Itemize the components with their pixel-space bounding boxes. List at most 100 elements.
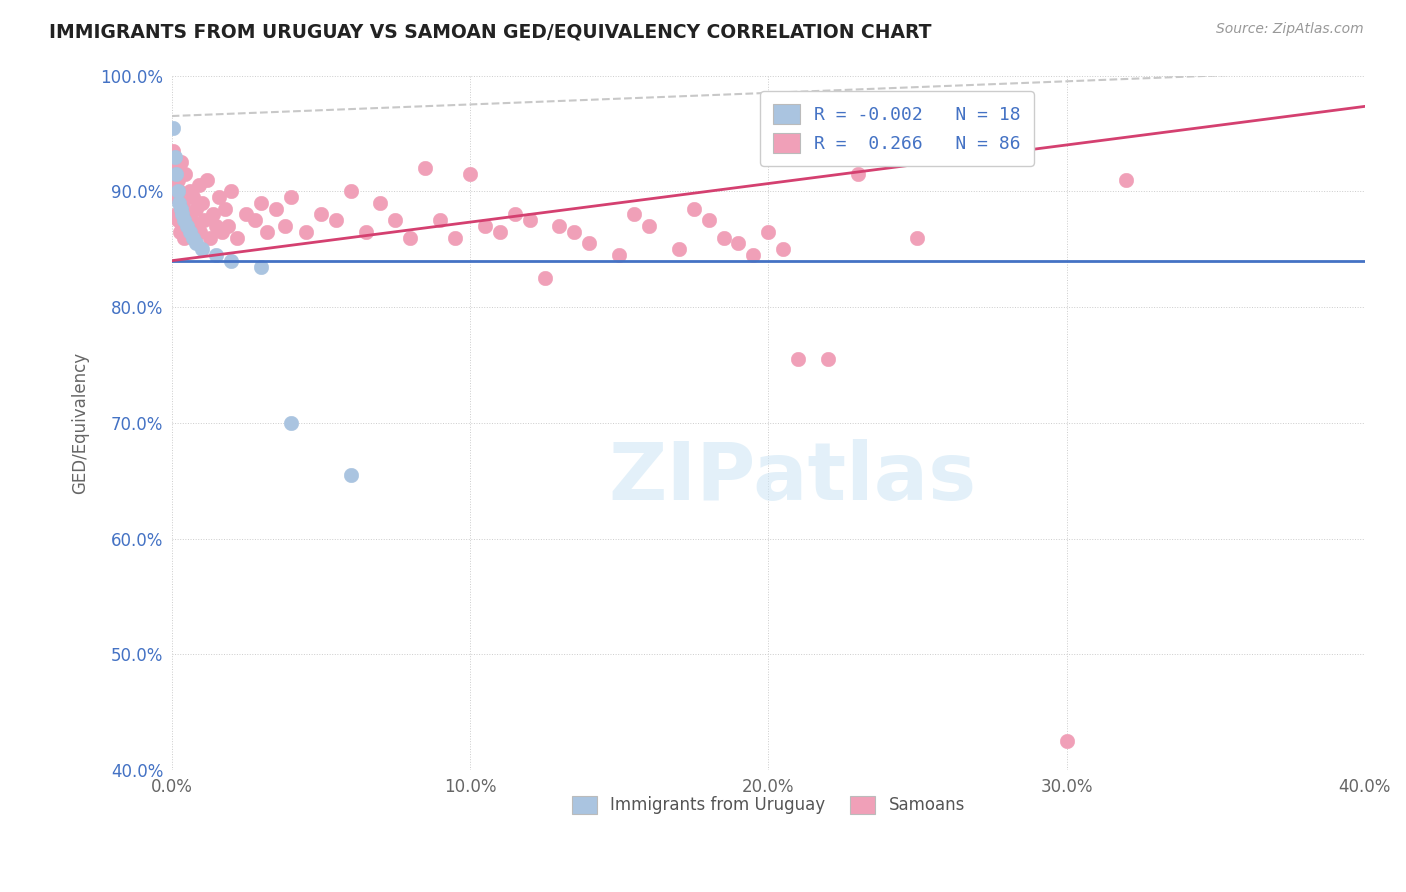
Point [429, 213, 451, 227]
Point [309, 207, 332, 221]
Point [163, 149, 186, 163]
Point [183, 230, 205, 244]
Point [170, 202, 193, 216]
Point [162, 120, 184, 135]
Point [163, 167, 186, 181]
Point [172, 195, 194, 210]
Point [226, 230, 249, 244]
Point [165, 190, 187, 204]
Point [202, 207, 225, 221]
Point [488, 225, 510, 239]
Point [200, 230, 222, 244]
Point [221, 184, 243, 198]
Point [638, 219, 661, 233]
Point [179, 225, 201, 239]
Point [211, 225, 233, 239]
Point [166, 172, 188, 186]
Point [274, 219, 297, 233]
Point [682, 202, 704, 216]
Point [179, 184, 201, 198]
Point [172, 207, 194, 221]
Point [165, 167, 187, 181]
Point [173, 230, 195, 244]
Point [176, 207, 198, 221]
Point [474, 219, 496, 233]
Text: ZIPatlas: ZIPatlas [607, 440, 976, 517]
Point [413, 161, 436, 175]
Text: IMMIGRANTS FROM URUGUAY VS SAMOAN GED/EQUIVALENCY CORRELATION CHART: IMMIGRANTS FROM URUGUAY VS SAMOAN GED/EQ… [49, 22, 932, 41]
Point [339, 184, 361, 198]
Point [167, 195, 190, 210]
Point [245, 213, 267, 227]
Point [280, 416, 302, 430]
Point [184, 202, 207, 216]
Point [280, 190, 302, 204]
Point [668, 242, 690, 256]
Point [177, 225, 200, 239]
Point [174, 167, 197, 181]
Point [190, 242, 212, 256]
Point [697, 213, 720, 227]
Point [370, 195, 392, 210]
Point [756, 225, 779, 239]
Point [458, 167, 481, 181]
Point [772, 242, 794, 256]
Point [623, 207, 645, 221]
Point [214, 202, 236, 216]
Point [217, 219, 239, 233]
Point [384, 213, 406, 227]
Point [264, 202, 287, 216]
Point [162, 144, 184, 158]
Legend: Immigrants from Uruguay, Samoans: Immigrants from Uruguay, Samoans [561, 786, 974, 824]
Point [172, 219, 194, 233]
Point [184, 236, 207, 251]
Point [533, 271, 555, 285]
Point [235, 207, 257, 221]
Point [166, 207, 188, 221]
Point [169, 225, 191, 239]
Point [180, 213, 202, 227]
Point [256, 225, 278, 239]
Point [167, 184, 190, 198]
Point [817, 352, 839, 367]
Point [354, 225, 377, 239]
Point [339, 467, 361, 482]
Point [727, 236, 749, 251]
Point [165, 161, 187, 175]
Point [503, 207, 526, 221]
Y-axis label: GED/Equivalency: GED/Equivalency [72, 351, 89, 494]
Point [169, 202, 191, 216]
Point [167, 213, 190, 227]
Point [197, 172, 219, 186]
Point [181, 230, 204, 244]
Point [205, 219, 228, 233]
Point [578, 236, 600, 251]
Point [208, 190, 231, 204]
Point [173, 213, 195, 227]
Point [188, 225, 211, 239]
Point [190, 195, 212, 210]
Point [163, 178, 186, 193]
Point [176, 219, 198, 233]
Point [325, 213, 347, 227]
Point [444, 230, 467, 244]
Point [519, 213, 541, 227]
Point [846, 167, 869, 181]
Point [399, 230, 422, 244]
Point [295, 225, 318, 239]
Point [905, 230, 928, 244]
Point [221, 253, 243, 268]
Text: Source: ZipAtlas.com: Source: ZipAtlas.com [1216, 22, 1364, 37]
Point [564, 225, 586, 239]
Point [250, 195, 273, 210]
Point [187, 178, 209, 193]
Point [742, 248, 765, 262]
Point [186, 219, 208, 233]
Point [205, 248, 228, 262]
Point [713, 230, 735, 244]
Point [193, 213, 215, 227]
Point [1056, 734, 1078, 748]
Point [787, 352, 810, 367]
Point [548, 219, 571, 233]
Point [166, 184, 188, 198]
